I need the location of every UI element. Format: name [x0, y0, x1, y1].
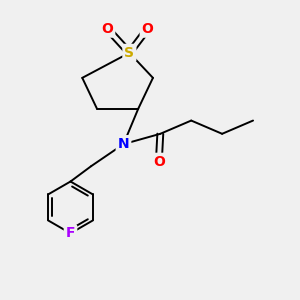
Text: O: O: [153, 155, 165, 169]
Text: F: F: [66, 226, 75, 240]
Text: N: N: [118, 137, 129, 151]
Text: O: O: [101, 22, 113, 36]
Text: O: O: [142, 22, 154, 36]
Text: S: S: [124, 46, 134, 60]
